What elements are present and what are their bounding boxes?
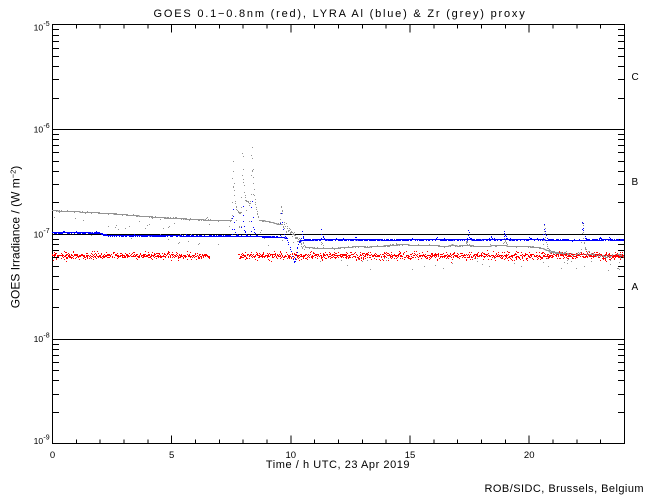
svg-text:10: 10 (34, 436, 44, 446)
svg-text:0: 0 (50, 450, 55, 461)
svg-text:B: B (632, 177, 639, 188)
svg-text:GOES Irradiance / (W m−2): GOES Irradiance / (W m−2) (9, 166, 23, 309)
svg-text:-7: -7 (43, 228, 49, 235)
svg-text:5: 5 (169, 450, 174, 461)
svg-text:10: 10 (34, 125, 44, 135)
svg-text:C: C (632, 72, 639, 83)
svg-text:10: 10 (34, 23, 44, 33)
svg-text:10: 10 (34, 229, 44, 239)
svg-text:20: 20 (524, 450, 535, 461)
svg-text:A: A (632, 282, 639, 293)
svg-text:Time / h UTC, 23 Apr 2019: Time / h UTC, 23 Apr 2019 (266, 459, 410, 471)
svg-text:15: 15 (405, 450, 416, 461)
svg-text:ROB/SIDC, Brussels, Belgium: ROB/SIDC, Brussels, Belgium (485, 483, 644, 495)
svg-text:10: 10 (286, 450, 297, 461)
svg-text:-6: -6 (43, 123, 49, 130)
svg-text:-9: -9 (43, 434, 49, 441)
svg-text:10: 10 (34, 334, 44, 344)
svg-text:-8: -8 (43, 333, 49, 340)
svg-text:GOES 0.1−0.8nm (red), LYRA Al: GOES 0.1−0.8nm (red), LYRA Al (blue) & Z… (153, 8, 526, 20)
svg-text:-5: -5 (43, 21, 49, 28)
